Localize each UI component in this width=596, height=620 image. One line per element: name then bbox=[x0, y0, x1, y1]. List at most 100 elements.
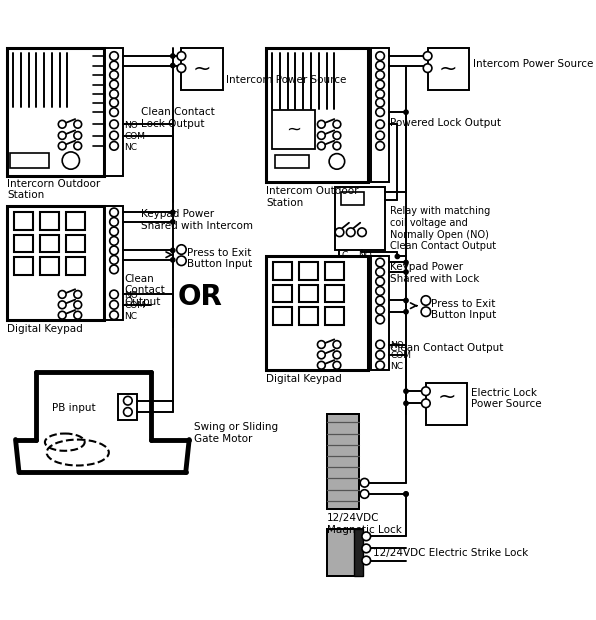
Circle shape bbox=[375, 277, 384, 286]
Circle shape bbox=[176, 256, 186, 265]
Bar bbox=[327, 528, 363, 576]
Circle shape bbox=[74, 291, 82, 298]
Bar bbox=[7, 206, 104, 321]
Text: PB input: PB input bbox=[52, 403, 95, 414]
Circle shape bbox=[375, 61, 384, 70]
Circle shape bbox=[110, 80, 119, 89]
Bar bbox=[272, 110, 315, 149]
Text: COM: COM bbox=[125, 301, 145, 311]
Bar bbox=[335, 187, 385, 249]
Bar bbox=[40, 235, 59, 252]
Circle shape bbox=[404, 110, 408, 114]
Bar bbox=[105, 206, 123, 321]
Bar bbox=[273, 262, 292, 280]
Circle shape bbox=[404, 260, 408, 265]
Circle shape bbox=[404, 270, 408, 274]
Circle shape bbox=[375, 268, 384, 277]
Circle shape bbox=[360, 479, 369, 487]
Text: ~: ~ bbox=[193, 59, 212, 79]
Circle shape bbox=[375, 90, 384, 99]
Circle shape bbox=[421, 307, 431, 316]
Bar bbox=[7, 48, 104, 176]
Text: ~: ~ bbox=[437, 388, 456, 407]
Circle shape bbox=[404, 298, 408, 303]
Circle shape bbox=[375, 306, 384, 314]
Circle shape bbox=[329, 154, 344, 169]
Circle shape bbox=[362, 556, 371, 565]
Circle shape bbox=[375, 286, 384, 295]
Circle shape bbox=[375, 71, 384, 79]
Text: Relay with matching
coil voltage and
Normally Open (NO)
Clean Contact Output: Relay with matching coil voltage and Nor… bbox=[390, 206, 496, 251]
Circle shape bbox=[423, 64, 432, 73]
Circle shape bbox=[375, 80, 384, 89]
Circle shape bbox=[333, 340, 341, 348]
Circle shape bbox=[318, 131, 325, 140]
Circle shape bbox=[333, 120, 341, 128]
Text: Clean Contact Output: Clean Contact Output bbox=[390, 343, 504, 353]
Text: C: C bbox=[342, 251, 348, 260]
Text: Keypad Power
Shared with Lock: Keypad Power Shared with Lock bbox=[390, 262, 480, 284]
Circle shape bbox=[110, 99, 119, 107]
Circle shape bbox=[421, 399, 430, 407]
Text: OR: OR bbox=[178, 283, 223, 311]
Bar bbox=[354, 528, 363, 576]
Bar bbox=[325, 262, 344, 280]
Circle shape bbox=[123, 396, 132, 405]
Circle shape bbox=[375, 120, 384, 128]
Circle shape bbox=[110, 208, 119, 217]
Bar bbox=[327, 528, 363, 576]
Text: Press to Exit
Button Input: Press to Exit Button Input bbox=[187, 248, 252, 270]
Text: COM: COM bbox=[125, 132, 145, 141]
Circle shape bbox=[358, 228, 367, 237]
Circle shape bbox=[404, 401, 408, 405]
Circle shape bbox=[58, 291, 66, 298]
Circle shape bbox=[74, 120, 82, 128]
Text: Digital Keypad: Digital Keypad bbox=[7, 324, 83, 334]
Circle shape bbox=[375, 99, 384, 107]
Circle shape bbox=[110, 311, 119, 319]
Bar bbox=[427, 48, 469, 90]
Circle shape bbox=[318, 351, 325, 359]
Circle shape bbox=[170, 219, 175, 224]
Bar bbox=[66, 235, 85, 252]
Circle shape bbox=[170, 54, 175, 58]
Text: Press to Exit
Button Input: Press to Exit Button Input bbox=[431, 299, 496, 321]
Circle shape bbox=[170, 210, 175, 215]
Bar bbox=[371, 48, 389, 182]
Circle shape bbox=[110, 290, 119, 299]
Circle shape bbox=[375, 258, 384, 267]
Bar bbox=[342, 192, 364, 205]
Text: Digital Keypad: Digital Keypad bbox=[266, 374, 342, 384]
Bar bbox=[299, 285, 318, 302]
Text: Intercom Power Source: Intercom Power Source bbox=[473, 60, 593, 69]
Bar bbox=[181, 48, 223, 90]
Circle shape bbox=[421, 387, 430, 396]
Bar bbox=[266, 48, 368, 182]
Bar bbox=[14, 257, 33, 275]
Circle shape bbox=[318, 120, 325, 128]
Text: Swing or Sliding
Gate Motor: Swing or Sliding Gate Motor bbox=[194, 422, 278, 444]
Circle shape bbox=[123, 407, 132, 416]
Circle shape bbox=[375, 296, 384, 305]
Circle shape bbox=[58, 142, 66, 150]
Circle shape bbox=[110, 237, 119, 246]
Circle shape bbox=[176, 245, 186, 254]
Circle shape bbox=[110, 246, 119, 255]
Bar bbox=[66, 257, 85, 275]
Circle shape bbox=[421, 296, 431, 305]
Circle shape bbox=[170, 63, 175, 68]
Bar bbox=[40, 257, 59, 275]
Circle shape bbox=[74, 301, 82, 309]
Circle shape bbox=[333, 131, 341, 140]
Circle shape bbox=[335, 228, 344, 237]
Bar bbox=[40, 213, 59, 229]
Text: Powered Lock Output: Powered Lock Output bbox=[390, 118, 501, 128]
Circle shape bbox=[62, 152, 79, 169]
Text: NC: NC bbox=[125, 143, 138, 153]
Bar bbox=[105, 48, 123, 176]
Text: Clean
Contact
Output: Clean Contact Output bbox=[125, 273, 165, 307]
Circle shape bbox=[58, 311, 66, 319]
Circle shape bbox=[74, 311, 82, 319]
Circle shape bbox=[170, 258, 175, 262]
Circle shape bbox=[318, 142, 325, 150]
